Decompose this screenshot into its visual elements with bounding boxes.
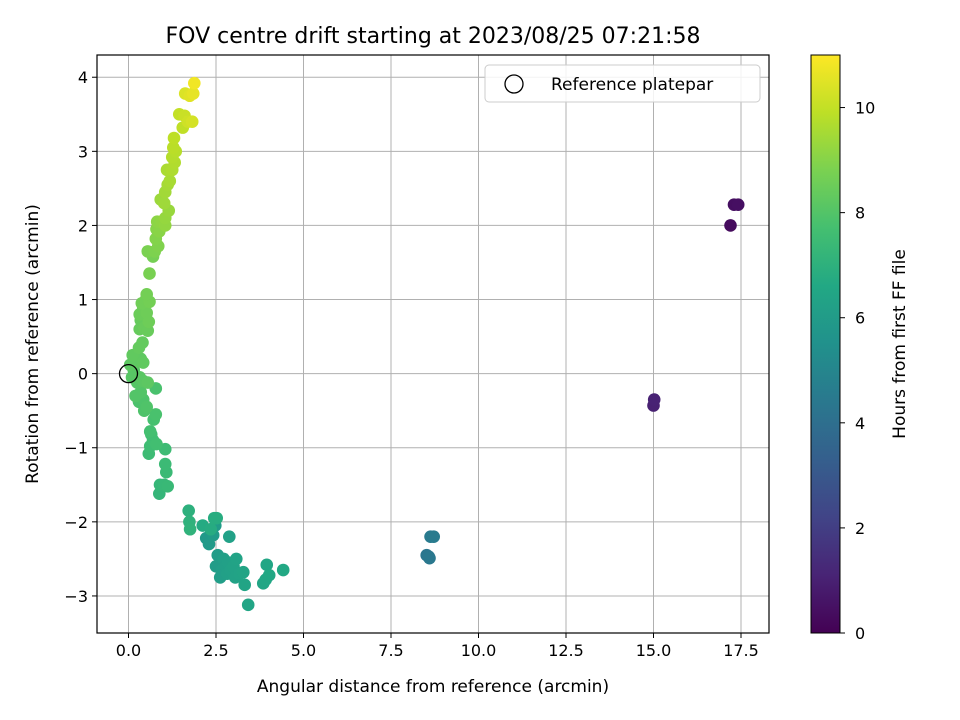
data-point — [157, 196, 171, 210]
colorbar-tick-label: 4 — [855, 414, 865, 433]
y-tick-label: −1 — [64, 439, 88, 458]
data-point — [136, 356, 150, 369]
data-point — [185, 115, 199, 128]
data-point — [182, 504, 195, 518]
legend-label-reference-platepar: Reference platepar — [551, 75, 713, 95]
x-tick-label: 10.0 — [461, 641, 497, 660]
data-point — [167, 141, 180, 154]
x-axis-label: Angular distance from reference (arcmin) — [257, 677, 609, 697]
x-axis-ticks: 0.0 2.5 5.0 7.5 10.0 12.5 15.0 17.5 — [116, 633, 759, 660]
data-points — [123, 76, 745, 612]
data-point — [223, 530, 236, 543]
data-point — [143, 425, 157, 438]
data-point — [210, 511, 223, 525]
data-point — [423, 551, 436, 565]
legend: Reference platepar — [484, 64, 761, 103]
y-tick-label: 1 — [78, 291, 88, 310]
reference-platepar-marker — [118, 363, 139, 384]
colorbar-label: Hours from first FF file — [890, 249, 910, 439]
x-tick-label: 17.5 — [723, 641, 759, 660]
data-point — [204, 522, 218, 536]
plot-frame — [96, 54, 770, 634]
y-axis-ticks: −3 −2 −1 0 1 2 3 4 — [64, 68, 97, 606]
colorbar-tick-label: 8 — [855, 204, 865, 223]
x-tick-label: 15.0 — [636, 641, 672, 660]
colorbar-ticks: 0 2 4 6 8 10 — [840, 99, 875, 643]
data-point — [167, 131, 181, 145]
colorbar: 0 2 4 6 8 10 Hours from first FF file — [810, 54, 910, 643]
data-point — [262, 568, 276, 582]
data-point — [647, 393, 661, 406]
data-point — [276, 563, 290, 577]
y-tick-label: −2 — [64, 513, 88, 532]
x-tick-label: 7.5 — [378, 641, 403, 660]
data-point — [143, 267, 156, 280]
y-tick-label: −3 — [64, 587, 88, 606]
data-point — [141, 376, 155, 389]
y-tick-label: 3 — [78, 142, 88, 161]
data-point — [129, 389, 142, 403]
y-tick-label: 0 — [78, 365, 88, 384]
data-point — [731, 198, 745, 211]
data-point — [150, 437, 163, 451]
data-point — [724, 219, 737, 232]
x-tick-label: 2.5 — [203, 641, 228, 660]
legend-open-circle-marker — [504, 74, 524, 94]
legend-box — [484, 64, 761, 103]
data-point — [427, 530, 441, 543]
data-point — [142, 315, 156, 329]
y-tick-label: 4 — [78, 68, 88, 87]
data-point — [140, 288, 153, 301]
data-point — [188, 76, 201, 90]
x-tick-label: 12.5 — [548, 641, 584, 660]
colorbar-gradient — [811, 55, 840, 633]
x-tick-label: 0.0 — [116, 641, 141, 660]
data-point — [237, 565, 250, 579]
data-point — [230, 552, 243, 566]
data-point — [136, 336, 149, 349]
chart-title: FOV centre drift starting at 2023/08/25 … — [166, 24, 701, 49]
data-point — [163, 174, 177, 188]
colorbar-tick-label: 2 — [855, 519, 865, 538]
data-point — [140, 400, 153, 414]
reference-marker-group — [118, 363, 139, 384]
colorbar-tick-label: 10 — [855, 99, 875, 118]
colorbar-tick-label: 6 — [855, 309, 865, 328]
data-point — [158, 457, 172, 471]
x-tick-label: 5.0 — [291, 641, 316, 660]
data-point — [238, 578, 251, 592]
colorbar-tick-label: 0 — [855, 624, 865, 643]
y-tick-label: 2 — [78, 216, 88, 235]
y-axis-label: Rotation from reference (arcmin) — [23, 204, 43, 484]
data-point — [260, 558, 274, 572]
data-point — [161, 479, 174, 493]
data-point — [186, 87, 200, 100]
colorbar-frame — [810, 54, 841, 634]
data-point — [241, 598, 255, 612]
data-point — [183, 522, 197, 536]
data-point — [149, 408, 163, 421]
grid — [97, 55, 769, 633]
